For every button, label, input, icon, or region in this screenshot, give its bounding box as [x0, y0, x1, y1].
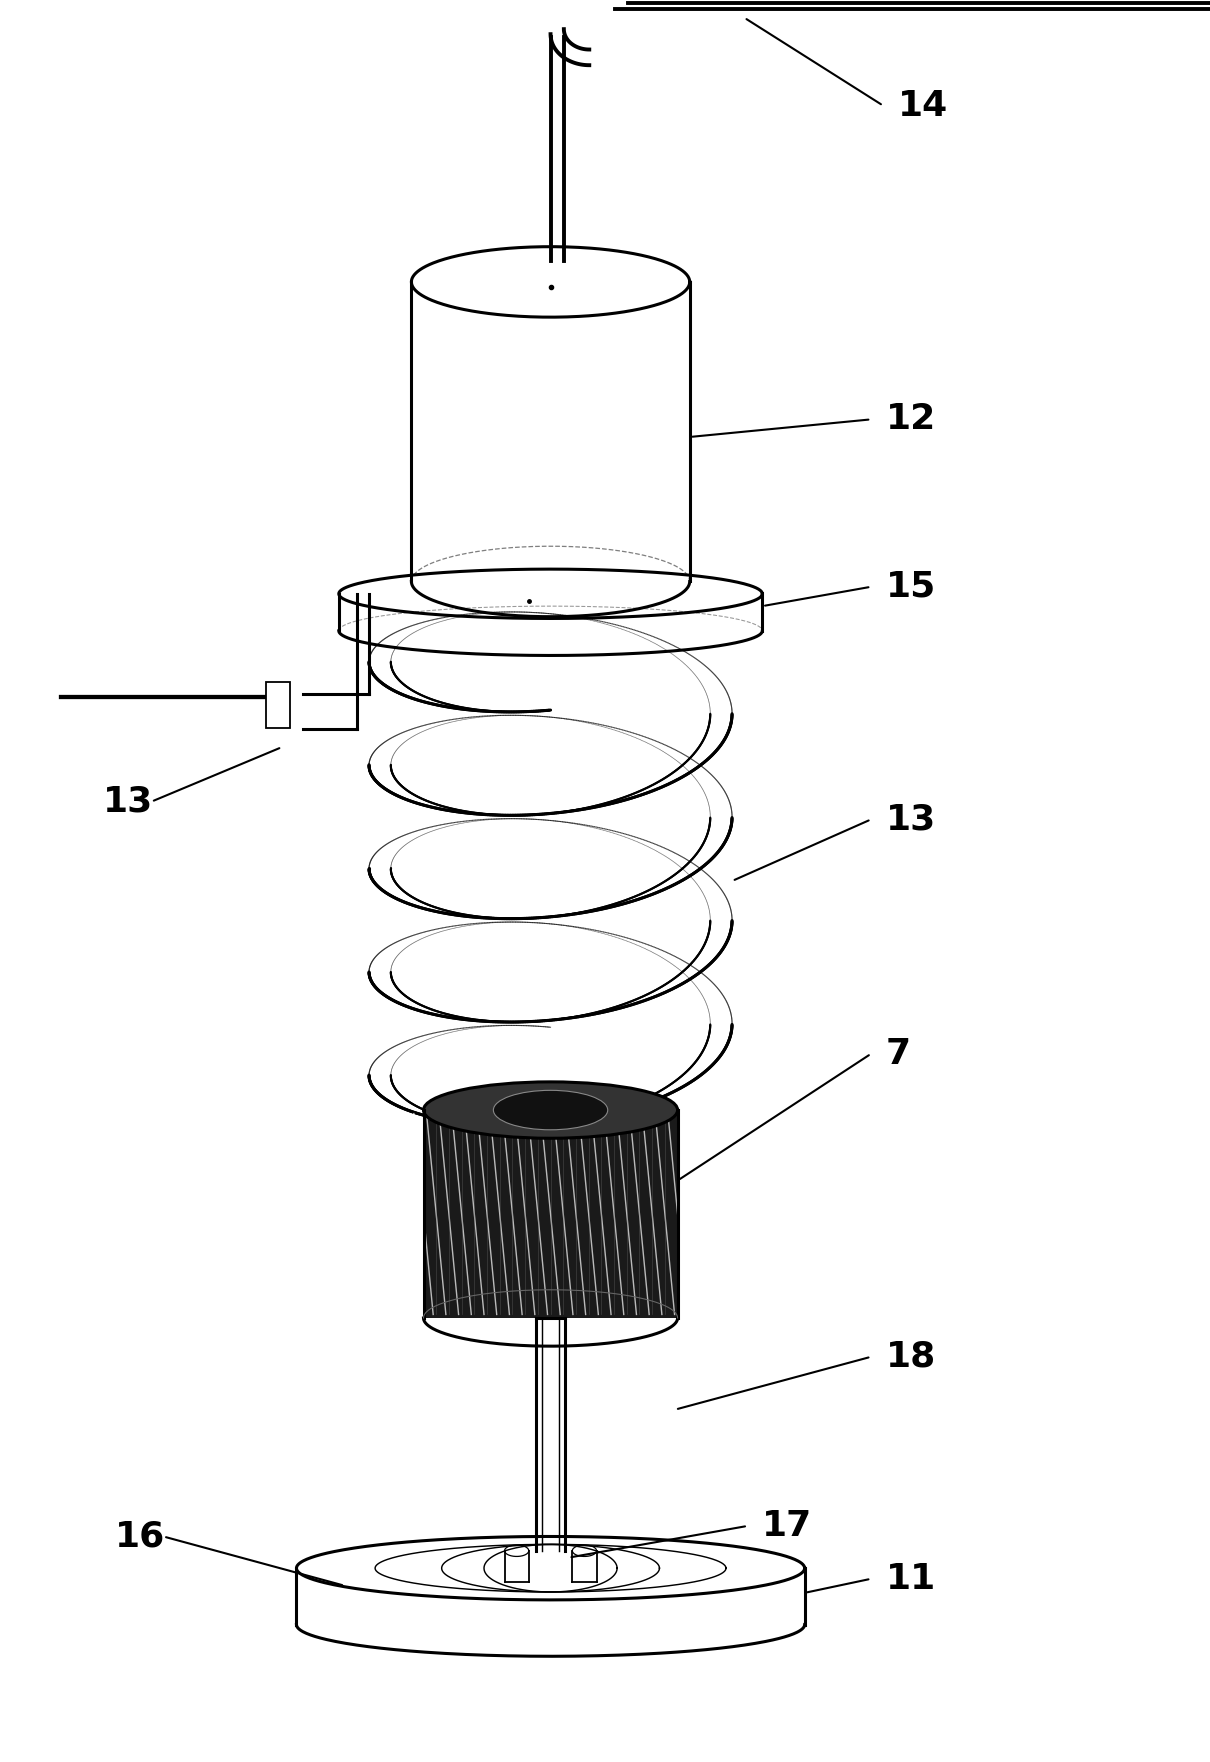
Bar: [266, 682, 290, 728]
Bar: [424, 1110, 678, 1318]
Text: 15: 15: [886, 569, 937, 604]
Text: 11: 11: [886, 1561, 937, 1596]
Ellipse shape: [424, 1082, 678, 1138]
Text: 13: 13: [886, 802, 937, 837]
Text: 17: 17: [762, 1508, 813, 1544]
Text: 14: 14: [898, 88, 949, 123]
Text: 12: 12: [886, 402, 937, 437]
Text: 7: 7: [886, 1036, 911, 1071]
Text: 18: 18: [886, 1339, 937, 1374]
Text: 16: 16: [115, 1519, 166, 1554]
Text: 13: 13: [103, 784, 154, 819]
Ellipse shape: [494, 1091, 607, 1129]
